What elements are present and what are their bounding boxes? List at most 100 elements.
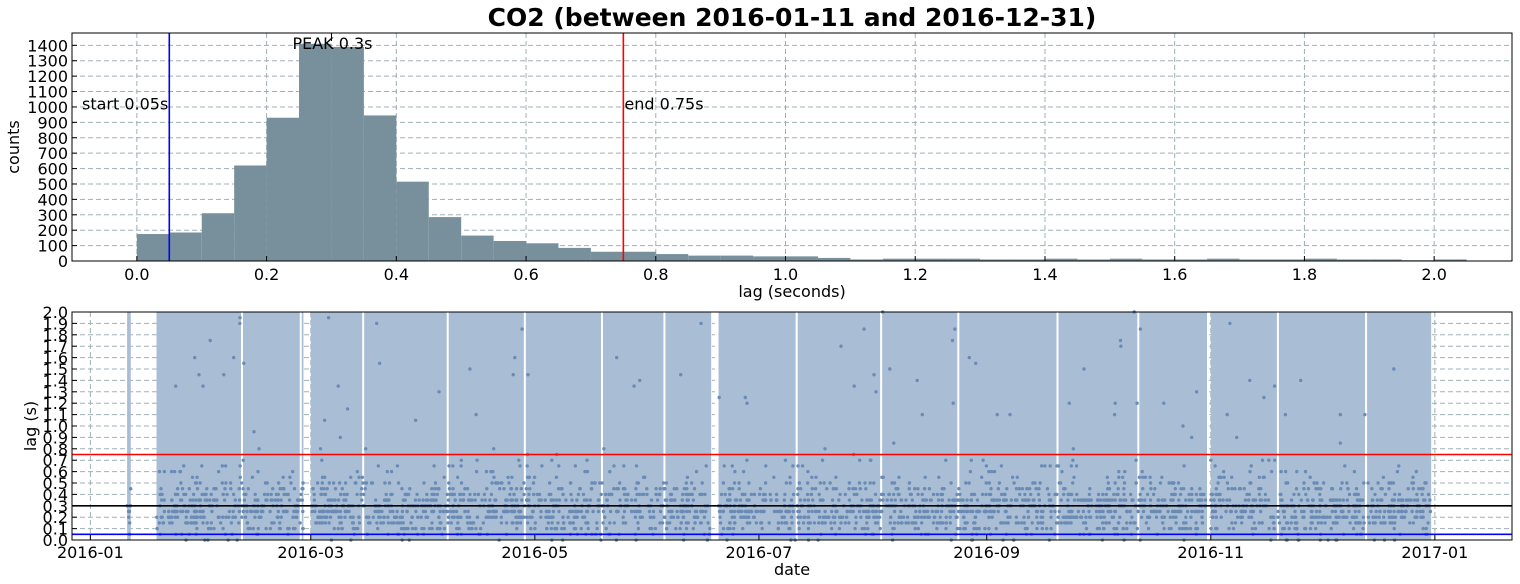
timeseries-point [961, 498, 965, 502]
timeseries-point [189, 515, 194, 519]
timeseries-point [1262, 395, 1266, 400]
timeseries-point [868, 481, 872, 485]
timeseries-point [208, 338, 212, 343]
timeseries-point [977, 509, 982, 514]
timeseries-point [468, 367, 472, 371]
timeseries-point [604, 526, 608, 531]
timeseries-point [671, 515, 676, 519]
timeseries-point [449, 521, 453, 525]
histogram-bar [136, 234, 170, 261]
histogram-bar [1239, 259, 1272, 261]
timeseries-point [250, 475, 255, 479]
timeseries-point [1043, 464, 1047, 468]
timeseries-point [685, 509, 689, 514]
timeseries-point [191, 498, 195, 502]
timeseries-point [237, 498, 242, 502]
timeseries-point [645, 492, 649, 497]
timeseries-data-gap [714, 312, 717, 540]
timeseries-point [261, 509, 265, 514]
timeseries-point [1189, 515, 1193, 519]
timeseries-point [1233, 487, 1237, 491]
timeseries-point [588, 498, 592, 502]
timeseries-point [539, 515, 543, 519]
timeseries-point [1095, 498, 1100, 502]
timeseries-point [578, 487, 582, 491]
timeseries-point [408, 487, 412, 491]
timeseries-point [1333, 509, 1338, 514]
timeseries-point [320, 481, 324, 485]
timeseries-point [245, 509, 249, 514]
timeseries-point [1161, 521, 1165, 525]
timeseries-point [473, 492, 477, 497]
timeseries-point [560, 526, 564, 531]
timeseries-point [157, 521, 161, 525]
timeseries-point [1230, 487, 1234, 491]
timeseries-point [1295, 469, 1299, 474]
timeseries-point [1012, 481, 1016, 485]
timeseries-point [745, 521, 749, 525]
timeseries-point [818, 481, 822, 485]
timeseries-point [854, 521, 858, 525]
timeseries-point [961, 509, 966, 514]
timeseries-point [983, 526, 987, 531]
timeseries-point [787, 526, 791, 531]
timeseries-point [1010, 475, 1015, 479]
timeseries-point [590, 481, 594, 485]
timeseries-point [315, 481, 320, 485]
timeseries-point [570, 498, 574, 502]
timeseries-point [1428, 498, 1432, 502]
timeseries-point [623, 487, 627, 491]
timeseries-point [525, 464, 529, 468]
timeseries-point [965, 498, 969, 502]
timeseries-point [474, 412, 478, 417]
timeseries-point [1059, 521, 1063, 525]
timeseries-point [678, 526, 682, 531]
histogram-y-tick-label: 800 [37, 129, 68, 148]
timeseries-point [220, 481, 224, 485]
timeseries-point [942, 487, 946, 491]
timeseries-point [763, 481, 768, 485]
timeseries-point [1118, 515, 1122, 519]
timeseries-point [964, 481, 968, 485]
timeseries-point [867, 498, 872, 502]
timeseries-point [915, 515, 920, 519]
timeseries-point [504, 509, 509, 514]
timeseries-point [596, 509, 601, 514]
timeseries-point [179, 509, 183, 514]
timeseries-point [1407, 498, 1412, 502]
timeseries-point [1193, 509, 1197, 514]
timeseries-point [1053, 509, 1057, 514]
timeseries-point [1035, 526, 1039, 531]
timeseries-point [1049, 498, 1053, 502]
timeseries-point [796, 464, 800, 468]
timeseries-point [831, 487, 835, 491]
timeseries-point [518, 464, 522, 468]
timeseries-point [551, 509, 556, 514]
histogram-x-ticks: 0.0 0.2 0.4 0.6 0.8 1.0 1.2 1.4 1.6 1.8 2.0 [124, 256, 1447, 284]
timeseries-point [343, 481, 348, 485]
timeseries-point [1393, 492, 1397, 497]
timeseries-point [518, 521, 523, 525]
timeseries-point [718, 509, 722, 514]
timeseries-point [837, 498, 841, 502]
timeseries-point [419, 515, 423, 519]
timeseries-point [918, 509, 922, 514]
timeseries-point [159, 487, 163, 491]
timeseries-point [922, 498, 927, 502]
histogram-bar [266, 117, 300, 261]
timeseries-point [415, 492, 419, 497]
timeseries-point [1225, 498, 1229, 502]
timeseries-point [216, 469, 221, 474]
timeseries-point [655, 498, 660, 502]
timeseries-point [988, 509, 992, 514]
timeseries-point [348, 515, 353, 519]
timeseries-point [1026, 509, 1030, 514]
timeseries-point [499, 515, 503, 519]
timeseries-point [1041, 521, 1045, 525]
timeseries-point [1420, 492, 1424, 497]
timeseries-point [200, 464, 204, 468]
timeseries-point [504, 521, 509, 525]
timeseries-point [1088, 487, 1092, 491]
